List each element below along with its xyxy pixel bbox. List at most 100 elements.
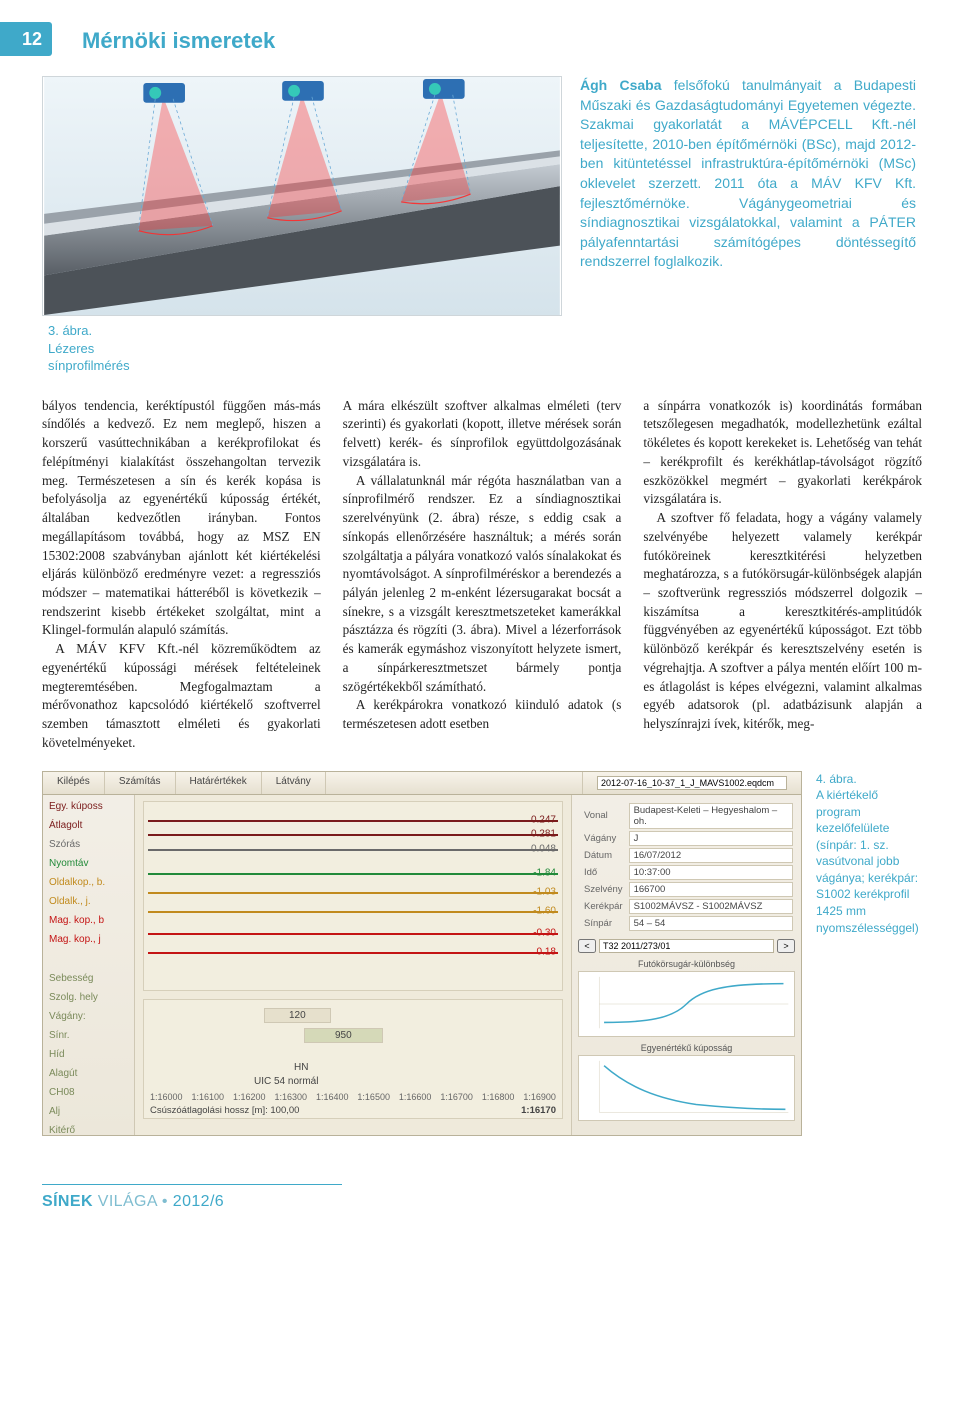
fig4-left-label2: Alj (49, 1106, 128, 1117)
fig4-menu-latvany[interactable]: Látvány (262, 772, 326, 794)
column-2: A mára elkészült szoftver alkalmas elmél… (343, 397, 622, 753)
figure-4-caption: 4. ábra. A kiértékelő program kezelőfelü… (816, 771, 922, 936)
fig4-xaxis: 1:160001:161001:162001:163001:164001:165… (150, 1092, 556, 1102)
fig4-xtick: 1:16200 (233, 1092, 266, 1102)
fig4-meta-row: Idő10:37:00 (580, 865, 793, 880)
fig4-xtick: 1:16600 (399, 1092, 432, 1102)
fig4-speed-badge: 120 (264, 1008, 331, 1023)
fig4-left-label2: Alagút (49, 1068, 128, 1079)
fig4-file-field[interactable] (597, 776, 787, 790)
fig4-meta-row: Dátum16/07/2012 (580, 848, 793, 863)
author-name: Ágh Csaba (580, 77, 662, 93)
fig4-nav-field[interactable] (599, 939, 774, 953)
fig4-meta-row: VonalBudapest-Keleti – Hegyeshalom – oh. (580, 803, 793, 829)
fig4-footer-right: 1:16170 (521, 1105, 556, 1116)
fig4-trace-line (148, 834, 558, 836)
fig4-left-label2: Szolg. hely (49, 992, 128, 1003)
fig4-trace-value: 0.247 (531, 815, 556, 826)
fig4-footer-left: Csúszóátlagolási hossz [m]: 100,00 (150, 1105, 299, 1116)
fig4-szolg-badge: 950 (304, 1028, 383, 1043)
footer-c: 2012/6 (173, 1193, 224, 1210)
fig4-meta-row: KerékpárS1002MÁVSZ - S1002MÁVSZ (580, 899, 793, 914)
figure-4-text: A kiértékelő program kezelőfelülete (sín… (816, 788, 919, 934)
fig4-left-label2: Híd (49, 1049, 128, 1060)
fig4-chart-b (578, 1055, 795, 1121)
fig4-trace-line (148, 820, 558, 822)
fig4-nav-next[interactable]: > (777, 939, 795, 953)
fig4-left-label2: Sínr. (49, 1030, 128, 1041)
fig4-menu-hatarertekek[interactable]: Határértékek (176, 772, 262, 794)
fig4-left-label2: CH08 (49, 1087, 128, 1098)
fig4-trace-value: 0.048 (531, 843, 556, 854)
fig4-trace-value: 0.281 (531, 828, 556, 839)
footer-a: SÍNEK (42, 1193, 93, 1210)
fig4-left-label2: Sebesség (49, 973, 128, 984)
fig4-xtick: 1:16900 (523, 1092, 556, 1102)
fig4-nav-prev[interactable]: < (578, 939, 596, 953)
column-3: a sínpárra vonatkozók is) koordinátás fo… (643, 397, 922, 753)
fig4-trace-value: -0.30 (533, 928, 556, 939)
fig4-body: Egy. kúposs Átlagolt Szórás Nyomtáv Oldalkop… (43, 795, 801, 1135)
fig4-trace-line (148, 911, 558, 913)
fig4-chart-a-title: Futókörsugár-különbség (578, 959, 795, 969)
fig4-left-labels: Egy. kúposs Átlagolt Szórás Nyomtáv Oldalkop… (43, 795, 135, 1135)
fig4-trace-value: -1.03 (533, 886, 556, 897)
fig4-left-label: Oldalkop., b. (49, 877, 128, 888)
col2-text: A mára elkészült szoftver alkalmas elmél… (343, 397, 622, 734)
fig4-left-label: Átlagolt (49, 820, 128, 831)
body-columns: bályos tendencia, keréktípustól függően … (42, 397, 922, 753)
fig4-toolbar: Kilépés Számítás Határértékek Látvány (43, 772, 801, 795)
section-title: Mérnöki ismeretek (82, 28, 922, 54)
fig4-menu-kilepes[interactable]: Kilépés (43, 772, 105, 794)
fig4-trace-line (148, 873, 558, 875)
fig4-sinr-badge: HN (294, 1062, 308, 1073)
top-row: 3. ábra. Lézeres sínprofilmérés Ágh Csab… (42, 76, 922, 375)
fig4-xtick: 1:16500 (357, 1092, 390, 1102)
fig4-left-label: Mag. kop., j (49, 934, 128, 945)
col3-text: a sínpárra vonatkozók is) koordinátás fo… (643, 397, 922, 734)
fig4-left-label: Szórás (49, 839, 128, 850)
fig4-meta-row: Szelvény166700 (580, 882, 793, 897)
fig4-xtick: 1:16400 (316, 1092, 349, 1102)
fig4-uic-badge: UIC 54 normál (254, 1076, 318, 1087)
fig4-trace-value: -1.84 (533, 868, 556, 879)
fig4-trace-value: -1.60 (533, 905, 556, 916)
page: 12 Mérnöki ismeretek (0, 0, 960, 1412)
figure-4-panel: Kilépés Számítás Határértékek Látvány Eg… (42, 771, 802, 1136)
fig4-left-label: Oldalk., j. (49, 896, 128, 907)
column-1: bályos tendencia, keréktípustól függően … (42, 397, 321, 753)
fig4-center: 0.2470.2810.048-1.84-1.03-1.60-0.300.18 … (135, 795, 571, 1135)
fig4-left-label: Egy. kúposs (49, 801, 128, 812)
fig4-left-label2: Kitérő (49, 1125, 128, 1136)
fig4-meta-row: VágányJ (580, 831, 793, 846)
fig4-right-panel: VonalBudapest-Keleti – Hegyeshalom – oh.… (571, 795, 801, 1135)
fig4-trace-line (148, 933, 558, 935)
fig4-trace-line (148, 892, 558, 894)
fig4-trace-area: 0.2470.2810.048-1.84-1.03-1.60-0.300.18 (143, 801, 563, 991)
figure-4-row: Kilépés Számítás Határértékek Látvány Eg… (42, 771, 922, 1136)
col1-text: bályos tendencia, keréktípustól függően … (42, 397, 321, 753)
rail-laser-illustration (42, 76, 562, 316)
author-bio: Ágh Csaba felsőfokú tanulmányait a Budap… (580, 76, 922, 375)
figure-3-number: 3. ábra. (48, 323, 92, 338)
footer-b: VILÁGA • (93, 1193, 173, 1210)
fig4-meta-row: Sínpár54 – 54 (580, 916, 793, 931)
author-bio-text: felsőfokú tanulmányait a Budapesti Műsza… (580, 77, 916, 269)
fig4-chart-a (578, 971, 795, 1037)
fig4-xtick: 1:16800 (482, 1092, 515, 1102)
fig4-lower-area: 120 950 HN UIC 54 normál 1:160001:161001… (143, 999, 563, 1119)
figure-3-caption: 3. ábra. Lézeres sínprofilmérés (48, 322, 562, 375)
fig4-trace-line (148, 952, 558, 954)
fig4-meta-table: VonalBudapest-Keleti – Hegyeshalom – oh.… (578, 801, 795, 933)
fig4-left-label: Nyomtáv (49, 858, 128, 869)
fig4-trace-line (148, 849, 558, 851)
figure-3-text: Lézeres sínprofilmérés (48, 341, 130, 374)
page-footer: SÍNEK VILÁGA • 2012/6 (42, 1184, 342, 1211)
fig4-menu-szamitas[interactable]: Számítás (105, 772, 176, 794)
fig4-xtick: 1:16700 (440, 1092, 473, 1102)
fig4-left-label2: Vágány: (49, 1011, 128, 1022)
figure-3: 3. ábra. Lézeres sínprofilmérés (42, 76, 562, 375)
figure-4-number: 4. ábra. (816, 772, 857, 786)
fig4-xtick: 1:16300 (274, 1092, 307, 1102)
fig4-xtick: 1:16000 (150, 1092, 183, 1102)
